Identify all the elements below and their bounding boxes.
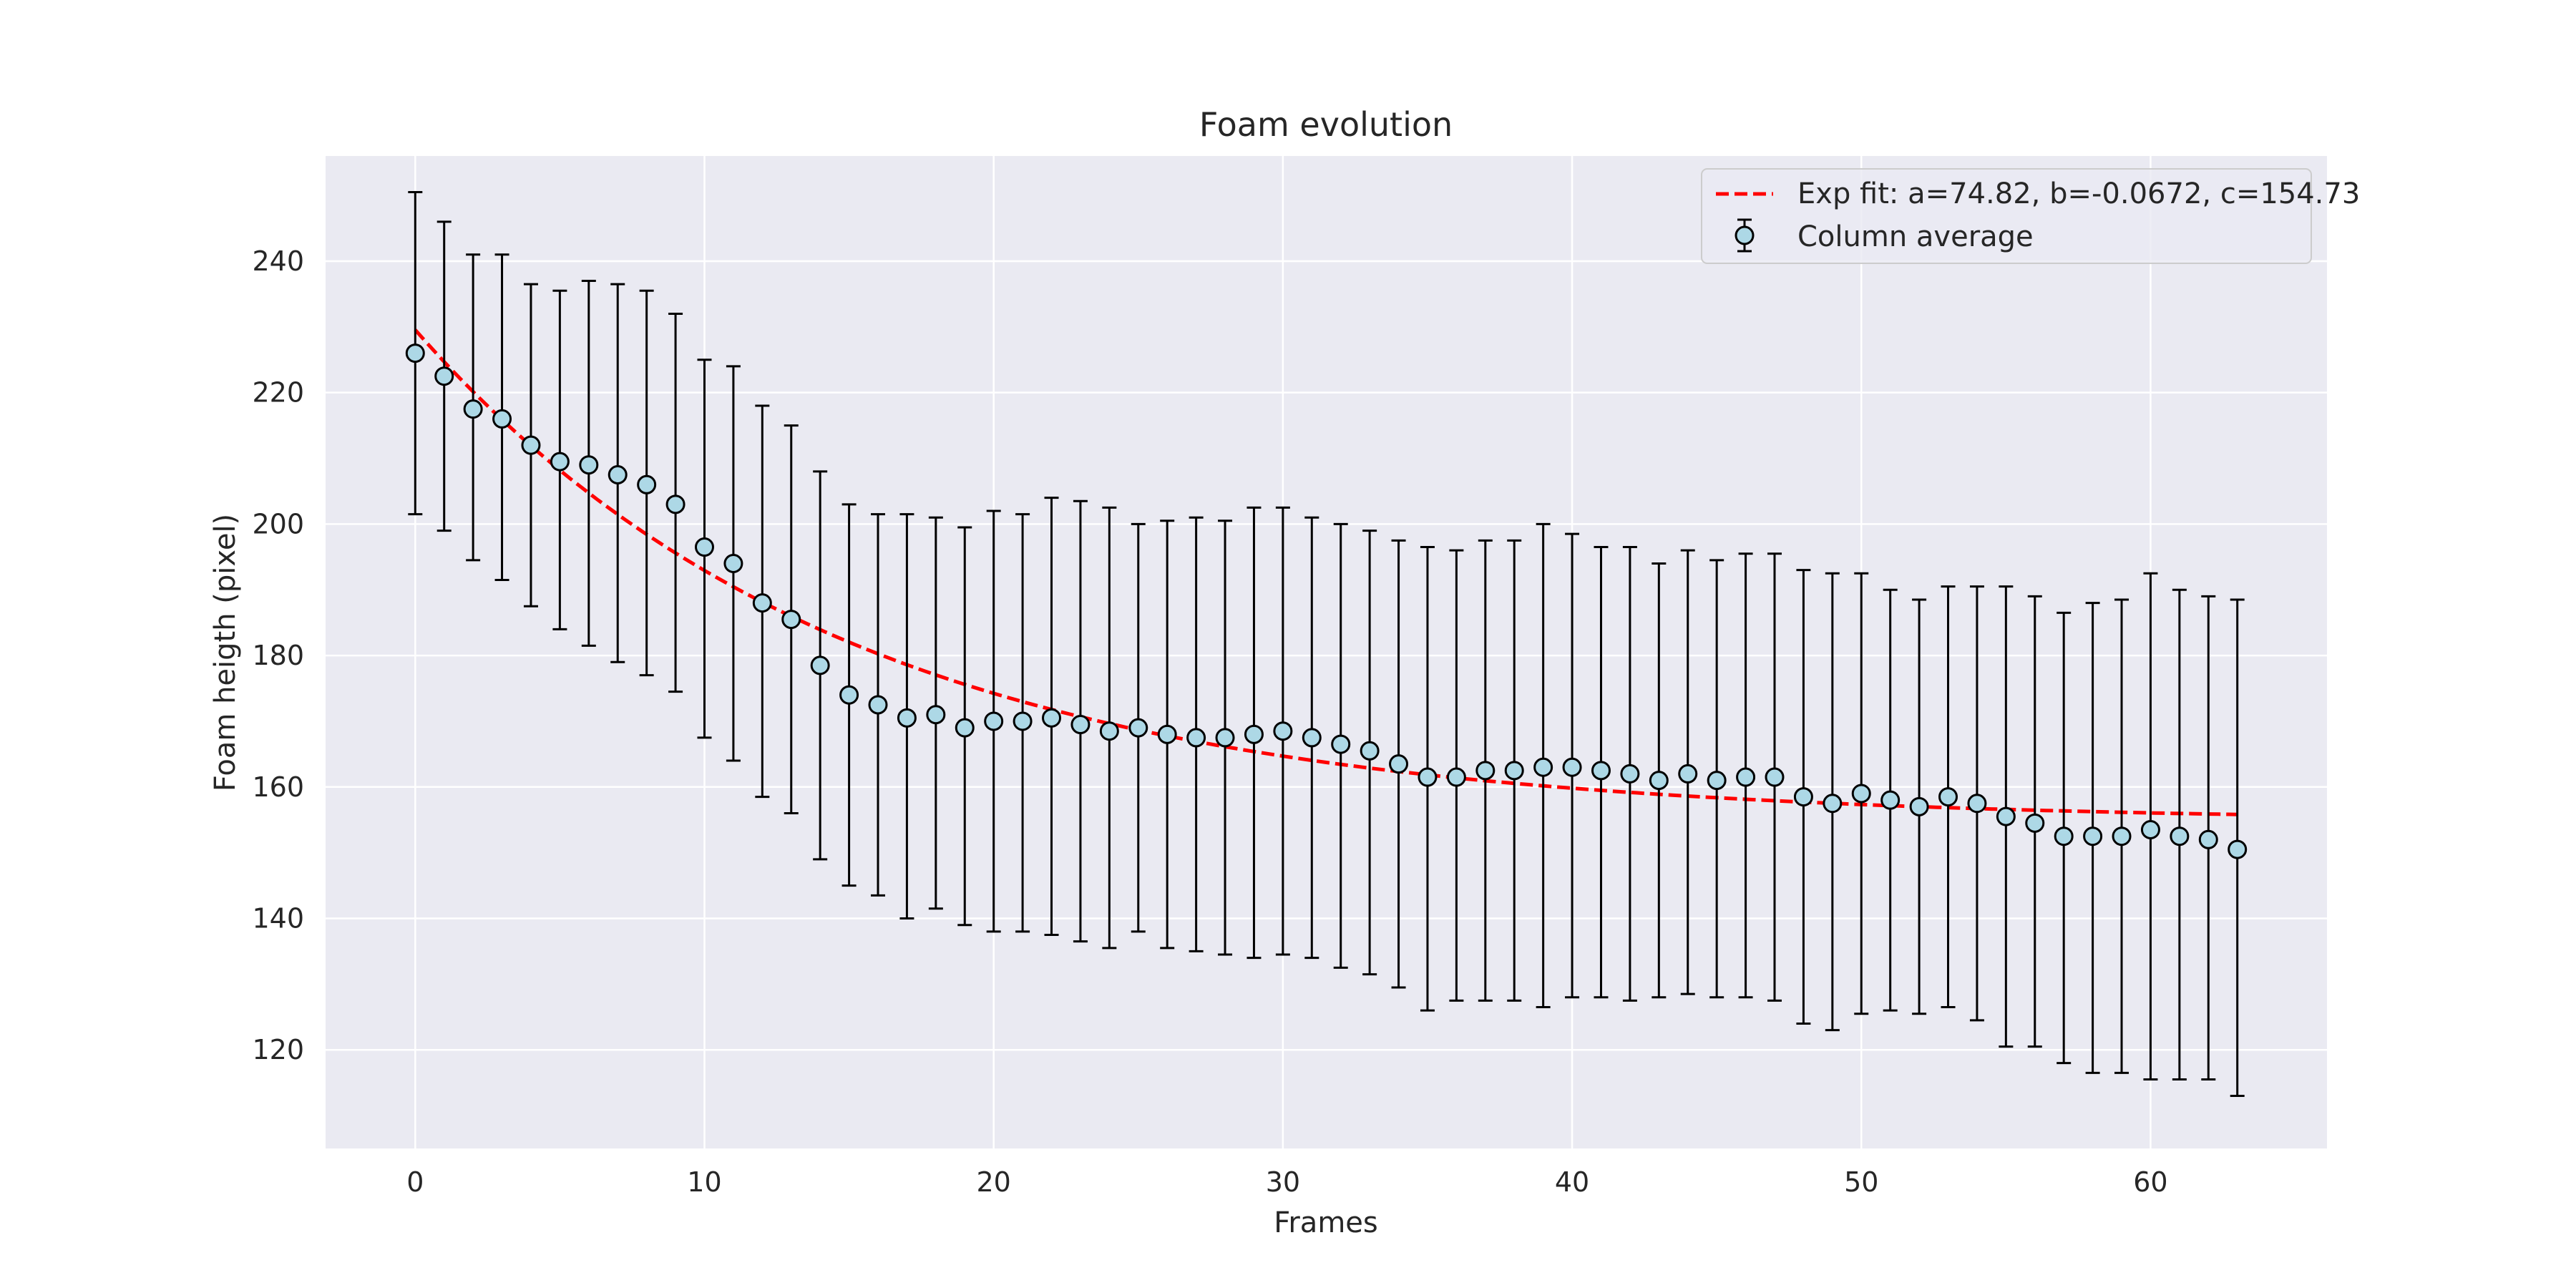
y-tick-label: 120	[252, 1034, 304, 1065]
data-point	[1649, 771, 1669, 791]
data-point	[1938, 787, 1958, 807]
data-point	[405, 343, 425, 364]
fit-line-layer	[414, 328, 2238, 816]
data-point	[434, 366, 454, 386]
data-point	[1967, 794, 1987, 814]
data-point	[608, 464, 628, 484]
data-point	[1793, 787, 1813, 807]
data-point	[1215, 728, 1235, 748]
legend-marker-swatch	[1735, 225, 1755, 245]
data-point	[839, 685, 859, 705]
data-point	[637, 474, 657, 494]
y-tick-label: 140	[252, 903, 304, 935]
data-point	[723, 553, 743, 573]
data-point	[1302, 728, 1322, 748]
y-axis-label: Foam heigth (pixel)	[209, 514, 242, 791]
data-point	[492, 409, 512, 429]
data-point	[1128, 718, 1148, 738]
marker-layer	[405, 343, 2248, 859]
data-point	[926, 705, 946, 725]
y-tick-label: 200	[252, 508, 304, 540]
exp-fit-line	[414, 328, 2238, 816]
data-point	[694, 537, 714, 557]
data-point	[868, 695, 888, 715]
data-point	[2198, 829, 2218, 849]
data-point	[665, 494, 686, 514]
data-point	[1533, 757, 1553, 777]
data-point	[1765, 767, 1785, 787]
y-tick-label: 240	[252, 245, 304, 277]
legend-fit-label: Exp fit: a=74.82, b=-0.0672, c=154.73	[1797, 177, 2360, 210]
data-point	[1070, 715, 1091, 735]
x-tick-label: 20	[977, 1166, 1011, 1198]
data-point	[579, 455, 599, 475]
data-point	[1707, 771, 1727, 791]
legend: Exp fit: a=74.82, b=-0.0672, c=154.73 Co…	[1701, 168, 2360, 264]
data-point	[1475, 761, 1496, 781]
x-tick-label: 50	[1844, 1166, 1878, 1198]
data-point	[2025, 813, 2045, 833]
chart-title: Foam evolution	[1199, 105, 1453, 144]
x-tick-label: 30	[1266, 1166, 1300, 1198]
data-point	[1013, 711, 1033, 731]
data-point	[1331, 734, 1351, 754]
data-point	[1591, 761, 1611, 781]
data-point	[781, 610, 801, 630]
data-point	[1823, 794, 1843, 814]
data-point	[1273, 721, 1293, 741]
data-point	[1157, 724, 1177, 744]
data-point	[1504, 761, 1524, 781]
data-point	[752, 593, 772, 613]
plot-area	[326, 156, 2327, 1148]
data-point	[1186, 728, 1206, 748]
data-point	[1360, 741, 1380, 761]
y-tick-labels: 120 140 160 180 200 220 240	[252, 245, 304, 1065]
data-point	[1562, 757, 1582, 777]
data-point	[1042, 708, 1062, 728]
data-point	[2228, 839, 2248, 859]
data-point	[2140, 820, 2160, 840]
data-point	[463, 399, 483, 419]
x-tick-label: 10	[687, 1166, 721, 1198]
data-point	[897, 708, 917, 728]
data-point	[1851, 784, 1871, 804]
data-point	[1909, 796, 1929, 816]
data-point	[955, 718, 975, 738]
x-tick-label: 0	[406, 1166, 424, 1198]
data-point	[1736, 767, 1756, 787]
x-tick-labels: 0 10 20 30 40 50 60	[406, 1166, 2167, 1198]
data-point	[1244, 724, 1264, 744]
legend-box	[1701, 168, 2312, 264]
y-tick-label: 160	[252, 771, 304, 803]
data-point	[2083, 826, 2103, 847]
data-point	[810, 655, 830, 675]
data-point	[1099, 721, 1119, 741]
data-point	[1446, 767, 1466, 787]
y-tick-label: 220	[252, 377, 304, 409]
data-point	[2112, 826, 2132, 847]
data-point	[984, 711, 1004, 731]
data-point	[1996, 806, 2016, 826]
data-point	[2170, 826, 2190, 847]
x-tick-label: 60	[2133, 1166, 2167, 1198]
x-axis-label: Frames	[1274, 1206, 1377, 1239]
data-point	[2054, 826, 2074, 847]
data-point	[1678, 763, 1698, 784]
data-point	[1389, 754, 1409, 774]
data-point	[1620, 763, 1640, 784]
y-tick-label: 180	[252, 640, 304, 671]
data-point	[1880, 790, 1901, 810]
data-point	[1418, 767, 1438, 787]
data-point	[521, 435, 541, 455]
data-point	[550, 452, 570, 472]
x-tick-label: 40	[1555, 1166, 1589, 1198]
legend-average-label: Column average	[1797, 220, 2034, 253]
